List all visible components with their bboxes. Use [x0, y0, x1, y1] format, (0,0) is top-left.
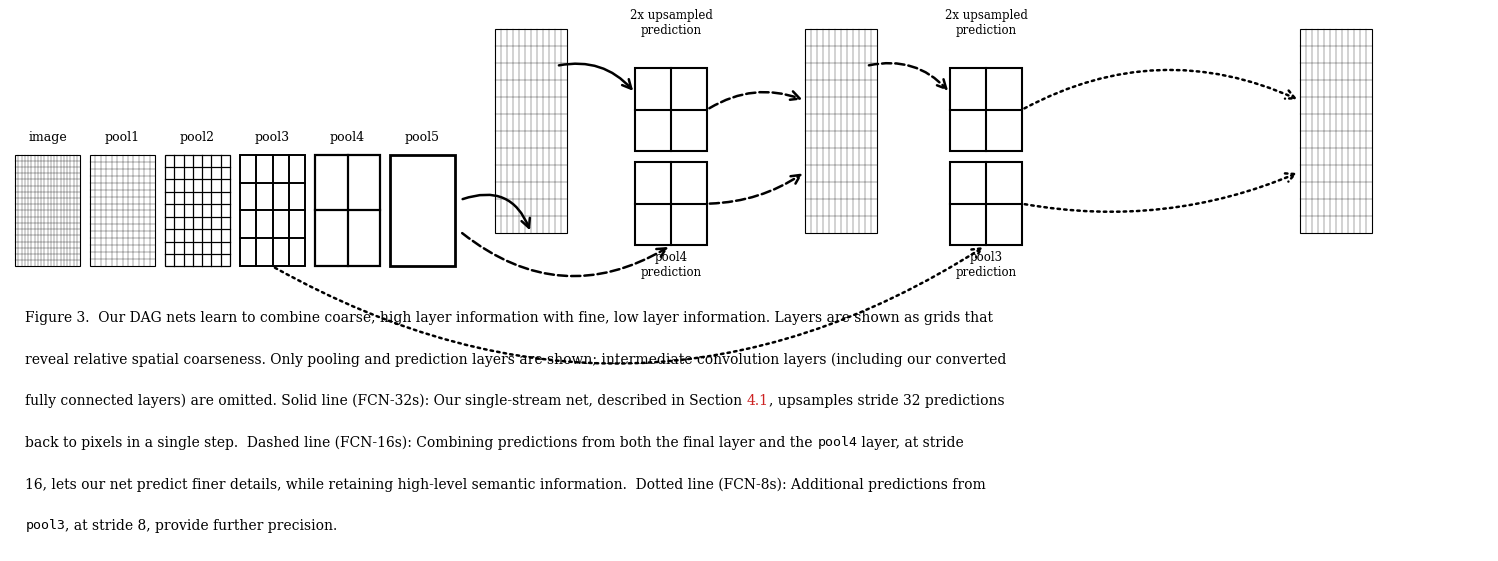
Text: back to pixels in a single step.  Dashed line (FCN-16s): Combining predictions f: back to pixels in a single step. Dashed … [25, 436, 818, 450]
Text: pool4: pool4 [818, 436, 857, 449]
Text: layer, at stride: layer, at stride [857, 436, 965, 450]
Bar [804, 29, 876, 233]
Text: pool1: pool1 [105, 131, 139, 144]
Bar [315, 155, 380, 266]
Text: 2x upsampled
prediction: 2x upsampled prediction [945, 8, 1028, 36]
Bar [950, 162, 1022, 246]
Text: pool5: pool5 [404, 131, 440, 144]
Text: pool3: pool3 [255, 131, 291, 144]
Text: , upsamples stride 32 predictions: , upsamples stride 32 predictions [768, 394, 1005, 408]
Text: pool4: pool4 [330, 131, 366, 144]
Text: pool3: pool3 [25, 519, 66, 532]
Bar [494, 29, 568, 233]
Bar [1300, 29, 1372, 233]
Text: fully connected layers) are omitted. Solid line (FCN-32s): Our single-stream net: fully connected layers) are omitted. Sol… [25, 394, 748, 408]
Bar [240, 155, 306, 266]
Text: reveal relative spatial coarseness. Only pooling and prediction layers are shown: reveal relative spatial coarseness. Only… [25, 352, 1007, 367]
Text: 16, lets our net predict finer details, while retaining high-level semantic info: 16, lets our net predict finer details, … [25, 477, 986, 492]
Text: 2x upsampled
prediction: 2x upsampled prediction [629, 8, 713, 36]
Bar [15, 155, 79, 266]
Text: pool2: pool2 [180, 131, 216, 144]
Bar [635, 162, 707, 246]
Text: image: image [28, 131, 67, 144]
Text: pool3
prediction: pool3 prediction [956, 251, 1017, 279]
Text: 4.1: 4.1 [748, 394, 768, 408]
Bar [165, 155, 231, 266]
Bar [635, 68, 707, 151]
Text: Figure 3.  Our DAG nets learn to combine coarse, high layer information with fin: Figure 3. Our DAG nets learn to combine … [25, 311, 993, 325]
Bar [389, 155, 455, 266]
Bar [950, 68, 1022, 151]
Text: pool4
prediction: pool4 prediction [641, 251, 701, 279]
Bar [90, 155, 154, 266]
Text: , at stride 8, provide further precision.: , at stride 8, provide further precision… [66, 519, 337, 534]
